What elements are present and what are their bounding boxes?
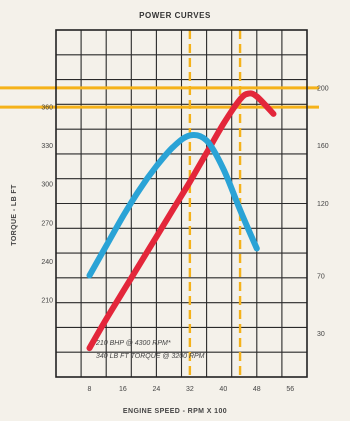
x-axis-label: ENGINE SPEED - RPM X 100 xyxy=(123,408,227,415)
x-tick-label: 8 xyxy=(88,386,92,393)
y-right-tick-label: 70 xyxy=(317,273,325,280)
chart-title: POWER CURVES xyxy=(139,11,211,20)
y-axis-label-left: TORQUE - LB FT xyxy=(11,184,18,246)
y-left-tick-label: 240 xyxy=(41,259,53,266)
x-tick-label: 56 xyxy=(286,386,294,393)
y-left-tick-label: 210 xyxy=(41,297,53,304)
y-left-tick-label: 360 xyxy=(41,105,53,112)
y-right-tick-label: 160 xyxy=(317,143,329,150)
annotation-power: 210 BHP @ 4300 RPM* xyxy=(95,340,171,347)
tick-labels: 8 16 24 32 40 48 56 210 240 270 300 330 360 30 70 120 16… xyxy=(41,85,328,393)
y-left-tick-label: 270 xyxy=(41,220,53,227)
plot-frame xyxy=(55,29,308,378)
x-tick-label: 24 xyxy=(153,386,161,393)
annotation-torque: 340 LB FT TORQUE @ 3200 RPM xyxy=(96,353,205,360)
torque-curve xyxy=(86,131,260,279)
x-tick-label: 16 xyxy=(119,386,127,393)
y-left-tick-label: 330 xyxy=(41,143,53,150)
y-right-tick-label: 200 xyxy=(317,85,329,92)
y-right-tick-label: 30 xyxy=(317,331,325,338)
series-layer xyxy=(86,90,277,352)
y-left-tick-label: 300 xyxy=(41,182,53,189)
x-tick-label: 48 xyxy=(253,386,261,393)
x-tick-label: 40 xyxy=(219,386,227,393)
x-tick-label: 32 xyxy=(186,386,194,393)
y-right-tick-label: 120 xyxy=(317,201,329,208)
horsepower-curve xyxy=(86,90,277,352)
